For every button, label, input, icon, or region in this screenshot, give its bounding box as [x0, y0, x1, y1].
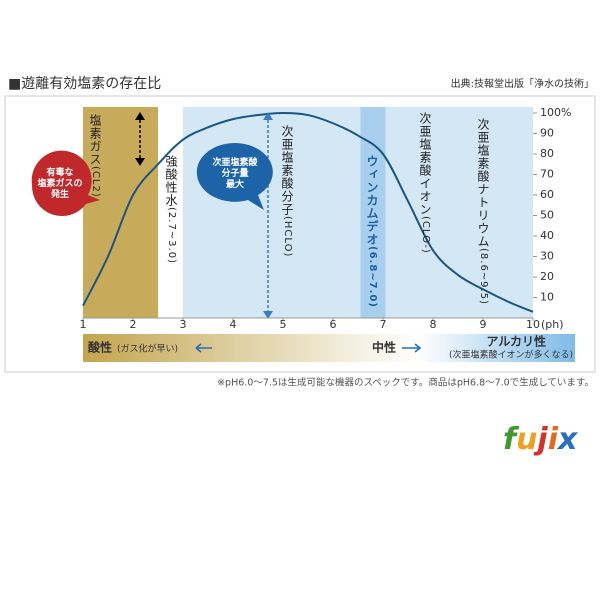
callout-line: 塩素ガスの [37, 179, 83, 189]
alkaline: アルカリ性 [486, 334, 546, 349]
x-tick-label: 10 [526, 318, 540, 331]
callout-line: 有毒な [46, 168, 74, 178]
annotation-text: 次亜塩素酸イオン [418, 112, 432, 216]
annotation: ウィンカムデオ(6.8~7.0) [364, 155, 380, 308]
logo-letter: f [503, 422, 520, 457]
annotation-text: 次亜塩素酸分子 [280, 125, 294, 216]
arrow-left [195, 343, 212, 353]
annotation-note: (6.8~7.0) [367, 246, 378, 308]
callout-text: 次亜塩素酸 分子量 最大 [200, 158, 270, 191]
annotation-text: 強酸性水 [164, 155, 178, 207]
logo-letter: x [556, 422, 579, 457]
annotation: 強酸性水(2.7~3.0) [163, 155, 179, 264]
y-tick-label: 100% [540, 106, 571, 119]
footnote: ※pH6.0～7.5は生成可能な機器のスペックです。商品はpH6.8～7.0で生… [217, 377, 594, 389]
callout-line: 分子量 [221, 169, 249, 179]
callout-blue [196, 143, 273, 210]
title: ■遊離有効塩素の存在比 [8, 75, 161, 92]
band [360, 107, 386, 318]
callout-line: 発生 [50, 190, 69, 200]
callout-line: 最大 [225, 180, 244, 190]
y-tick-label: 30 [540, 250, 554, 263]
x-tick-label: 3 [180, 318, 187, 331]
acid: 酸性 [88, 340, 112, 355]
arrow-right [402, 343, 422, 353]
alkaline-note: (次亜塩素酸イオンが多くなる) [449, 349, 573, 361]
source: 出典:技報堂出版「浄水の技術」 [451, 77, 594, 90]
y-tick-label: 50 [540, 209, 554, 222]
y-tick-label: 40 [540, 229, 554, 242]
y-tick-label: 80 [540, 147, 554, 160]
annotation: 塩素ガス(CL2) [87, 114, 103, 198]
x-tick-label: 2 [130, 318, 137, 331]
x-tick-label: 1 [80, 318, 87, 331]
annotation-text: 次亜塩素酸ナトリウム [476, 118, 490, 248]
x-tick-label: 7 [380, 318, 387, 331]
logo: fujix [503, 422, 579, 457]
annotation: 次亜塩素酸ナトリウム(8.6~9.5) [475, 118, 491, 305]
y-tick-label: 70 [540, 168, 554, 181]
x-tick-label: 8 [430, 318, 437, 331]
callout-red [31, 150, 100, 217]
annotation: 次亜塩素酸イオン(CLO-) [417, 112, 433, 254]
annotation-note: (CLO-) [420, 216, 431, 254]
x-tick-label: 9 [480, 318, 487, 331]
annotation-text: ウィンカムデオ [365, 155, 379, 246]
annotation-note: (8.6~9.5) [478, 248, 489, 305]
annotation: 次亜塩素酸分子(HCLO) [279, 125, 295, 257]
x-tick-label: 6 [330, 318, 337, 331]
x-tick-label: 4 [230, 318, 237, 331]
x-tick-label: 5 [280, 318, 287, 331]
x-axis-label: (ph) [541, 318, 564, 331]
curve [82, 111, 534, 313]
y-tick-label: 90 [540, 127, 554, 140]
acid-note: (ガス化が早い) [117, 343, 178, 355]
y-tick-label: 10 [540, 291, 554, 304]
logo-letter: u [516, 422, 537, 457]
y-tick-label: 20 [540, 270, 554, 283]
frame [4, 95, 596, 373]
annotation-note: (HCLO) [282, 216, 293, 258]
annotation-note: (2.7~3.0) [166, 207, 177, 264]
annotation-text: 塩素ガス [88, 114, 102, 166]
scale-bar [83, 334, 575, 362]
callout-line: 次亜塩素酸 [212, 158, 258, 168]
logo-letter: j [533, 422, 548, 457]
neutral: 中性 [372, 340, 396, 355]
annotation-note: (CL2) [90, 166, 101, 198]
y-tick-label: 60 [540, 188, 554, 201]
logo-letter: i [548, 422, 559, 457]
callout-text: 有毒な 塩素ガスの 発生 [30, 168, 90, 201]
